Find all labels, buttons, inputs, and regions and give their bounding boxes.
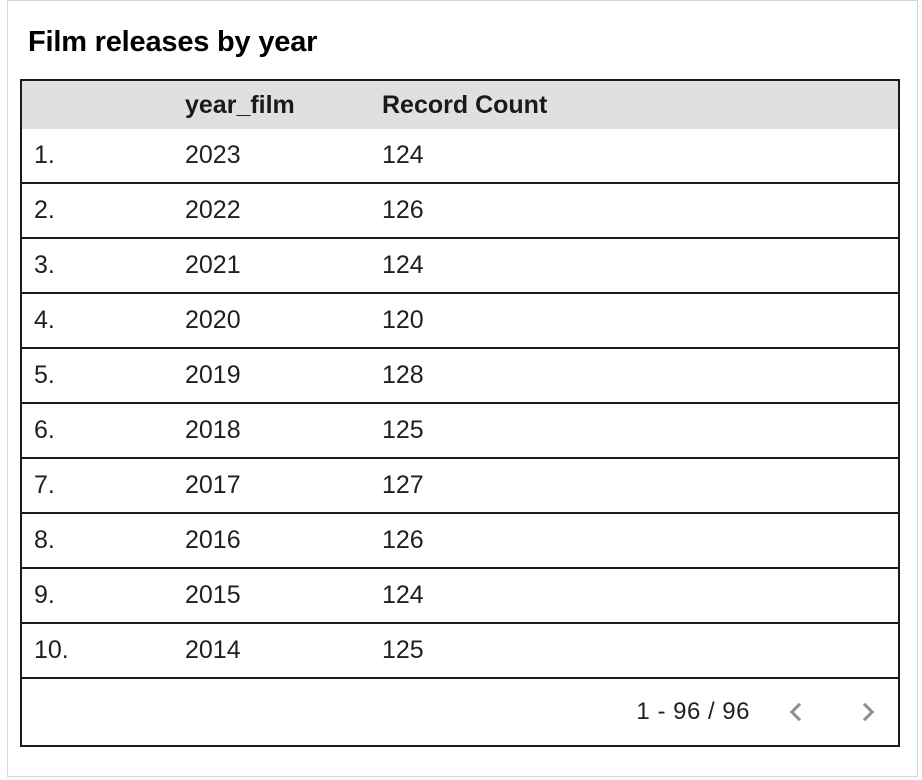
table-row[interactable]: 3. 2021 124: [22, 238, 898, 294]
row-number-cell: 9.: [22, 568, 173, 624]
row-number-cell: 10.: [22, 623, 173, 679]
count-cell: 128: [370, 348, 898, 404]
table-row[interactable]: 10. 2014 125: [22, 623, 898, 679]
row-number-cell: 7.: [22, 458, 173, 514]
table-row[interactable]: 2. 2022 126: [22, 183, 898, 239]
year-cell: 2015: [173, 568, 370, 624]
data-table-widget: year_film Record Count 1. 2023 124 2. 20…: [20, 79, 900, 747]
chevron-right-icon[interactable]: [854, 699, 880, 725]
count-cell: 126: [370, 183, 898, 239]
data-table: year_film Record Count 1. 2023 124 2. 20…: [22, 81, 898, 679]
table-body: 1. 2023 124 2. 2022 126 3. 2021 124 4. 2…: [22, 129, 898, 679]
pagination-range: 1 - 96 / 96: [636, 698, 750, 725]
table-row[interactable]: 6. 2018 125: [22, 403, 898, 459]
count-cell: 126: [370, 513, 898, 569]
year-cell: 2020: [173, 293, 370, 349]
row-number-cell: 4.: [22, 293, 173, 349]
year-cell: 2014: [173, 623, 370, 679]
table-row[interactable]: 4. 2020 120: [22, 293, 898, 349]
year-cell: 2018: [173, 403, 370, 459]
header-year-film[interactable]: year_film: [173, 81, 370, 129]
table-footer: 1 - 96 / 96: [22, 679, 898, 745]
row-number-cell: 5.: [22, 348, 173, 404]
count-cell: 124: [370, 568, 898, 624]
count-cell: 125: [370, 623, 898, 679]
year-cell: 2019: [173, 348, 370, 404]
report-card: Film releases by year year_film Record C…: [7, 0, 918, 777]
row-number-cell: 1.: [22, 129, 173, 184]
year-cell: 2023: [173, 129, 370, 184]
chart-title: Film releases by year: [28, 26, 318, 58]
count-cell: 127: [370, 458, 898, 514]
table-header: year_film Record Count: [22, 81, 898, 129]
table-row[interactable]: 8. 2016 126: [22, 513, 898, 569]
header-row-number: [22, 81, 173, 129]
header-record-count[interactable]: Record Count: [370, 81, 898, 129]
year-cell: 2017: [173, 458, 370, 514]
year-cell: 2021: [173, 238, 370, 294]
chevron-left-icon[interactable]: [784, 699, 810, 725]
count-cell: 124: [370, 129, 898, 184]
count-cell: 125: [370, 403, 898, 459]
table-row[interactable]: 1. 2023 124: [22, 129, 898, 184]
row-number-cell: 6.: [22, 403, 173, 459]
year-cell: 2022: [173, 183, 370, 239]
table-row[interactable]: 5. 2019 128: [22, 348, 898, 404]
row-number-cell: 8.: [22, 513, 173, 569]
table-row[interactable]: 9. 2015 124: [22, 568, 898, 624]
table-row[interactable]: 7. 2017 127: [22, 458, 898, 514]
header-row: year_film Record Count: [22, 81, 898, 129]
year-cell: 2016: [173, 513, 370, 569]
row-number-cell: 3.: [22, 238, 173, 294]
count-cell: 124: [370, 238, 898, 294]
count-cell: 120: [370, 293, 898, 349]
row-number-cell: 2.: [22, 183, 173, 239]
